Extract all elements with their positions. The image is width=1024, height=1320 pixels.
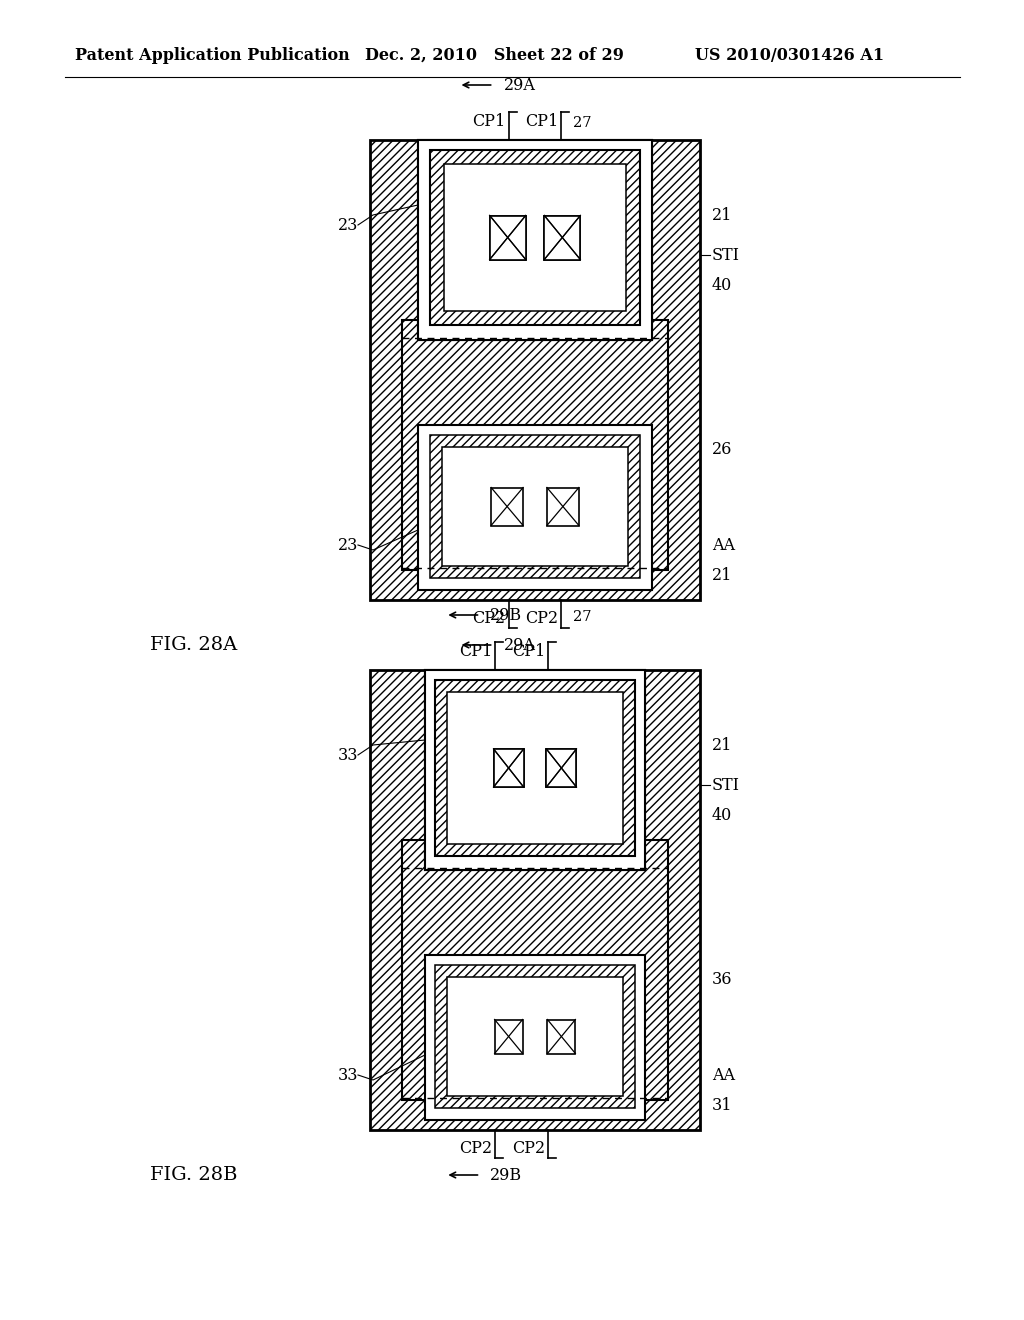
Bar: [430, 150, 640, 325]
Bar: [425, 671, 645, 870]
Bar: [370, 671, 700, 1130]
Text: 21: 21: [712, 737, 732, 754]
Text: 33: 33: [338, 1067, 358, 1084]
Text: Dec. 2, 2010   Sheet 22 of 29: Dec. 2, 2010 Sheet 22 of 29: [365, 46, 624, 63]
Bar: [435, 680, 635, 855]
Bar: [430, 436, 640, 578]
Text: 36: 36: [712, 972, 732, 989]
Bar: [489, 215, 525, 260]
Text: 29A: 29A: [504, 636, 536, 653]
Bar: [370, 140, 700, 601]
Text: 33: 33: [338, 747, 358, 763]
Bar: [402, 840, 668, 1100]
Bar: [444, 164, 626, 312]
Text: 29B: 29B: [490, 606, 522, 623]
Text: CP1: CP1: [472, 114, 506, 129]
Text: AA: AA: [712, 536, 735, 553]
Bar: [435, 965, 635, 1107]
Text: 21: 21: [712, 206, 732, 223]
Text: 29A: 29A: [504, 77, 536, 94]
Bar: [425, 671, 645, 870]
Bar: [545, 215, 581, 260]
Bar: [495, 1019, 522, 1053]
Bar: [489, 215, 525, 260]
Bar: [547, 748, 577, 787]
Bar: [447, 692, 623, 843]
Bar: [418, 140, 652, 341]
Text: 26: 26: [712, 441, 732, 458]
Text: AA: AA: [712, 1067, 735, 1084]
Text: STI: STI: [712, 776, 740, 793]
Bar: [418, 140, 652, 341]
Text: CP1: CP1: [525, 114, 558, 129]
Bar: [492, 487, 523, 525]
Text: FIG. 28A: FIG. 28A: [150, 636, 238, 653]
Bar: [494, 748, 523, 787]
Bar: [547, 748, 577, 787]
Text: FIG. 28B: FIG. 28B: [150, 1166, 238, 1184]
Text: 40: 40: [712, 807, 732, 824]
Bar: [494, 748, 523, 787]
Text: 23: 23: [338, 216, 358, 234]
Text: CP1: CP1: [459, 643, 493, 660]
Bar: [430, 150, 640, 325]
Bar: [545, 215, 581, 260]
Bar: [418, 425, 652, 590]
Bar: [548, 1019, 575, 1053]
Bar: [547, 487, 579, 525]
Text: 40: 40: [712, 276, 732, 293]
Text: US 2010/0301426 A1: US 2010/0301426 A1: [695, 46, 884, 63]
Text: 23: 23: [338, 536, 358, 553]
Text: CP1: CP1: [512, 643, 545, 660]
Bar: [444, 164, 626, 312]
Text: CP2: CP2: [512, 1140, 545, 1158]
Bar: [442, 447, 628, 566]
Text: CP2: CP2: [460, 1140, 493, 1158]
Text: Patent Application Publication: Patent Application Publication: [75, 46, 350, 63]
Text: CP2: CP2: [525, 610, 558, 627]
Text: 31: 31: [712, 1097, 732, 1114]
Bar: [447, 692, 623, 843]
Text: STI: STI: [712, 247, 740, 264]
Text: 21: 21: [712, 566, 732, 583]
Bar: [447, 977, 623, 1096]
Text: CP2: CP2: [472, 610, 506, 627]
Text: 27: 27: [573, 610, 592, 624]
Bar: [435, 680, 635, 855]
Bar: [402, 319, 668, 570]
Bar: [425, 954, 645, 1119]
Text: 27: 27: [573, 116, 592, 129]
Text: 29B: 29B: [490, 1167, 522, 1184]
